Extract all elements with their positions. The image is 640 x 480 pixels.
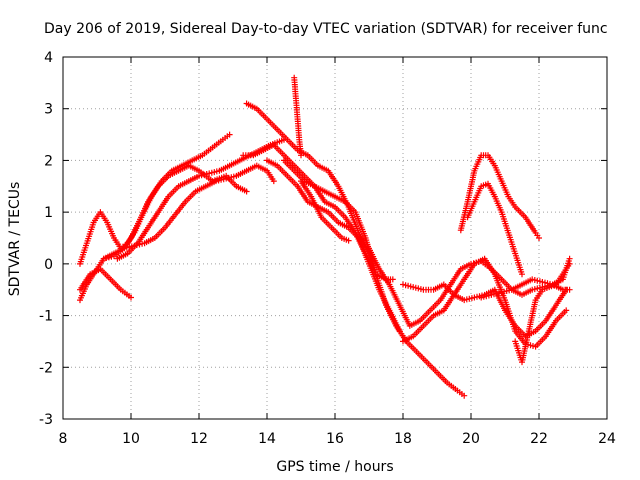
data-point-markers <box>264 157 403 335</box>
x-tick-label: 12 <box>190 431 208 447</box>
x-tick-label: 22 <box>530 431 548 447</box>
y-tick-label: 4 <box>44 50 53 66</box>
series-track-11 <box>291 74 304 159</box>
chart-title: Day 206 of 2019, Sidereal Day-to-day VTE… <box>44 21 608 37</box>
series-track-16 <box>464 180 525 278</box>
series-track-14 <box>400 255 570 350</box>
data-point-markers <box>100 162 277 262</box>
data-point-markers <box>291 74 304 159</box>
x-tick-label: 24 <box>598 431 616 447</box>
x-tick-label: 16 <box>326 431 344 447</box>
y-tick-label: -1 <box>39 309 53 325</box>
y-tick-label: 1 <box>44 205 53 221</box>
data-point-markers <box>400 255 570 350</box>
series-track-9 <box>298 178 352 244</box>
y-axis-label: SDTVAR / TECUs <box>7 182 23 297</box>
series-track-17 <box>512 260 573 366</box>
series-track-6 <box>243 100 379 278</box>
series-track-18 <box>478 276 573 301</box>
series-track-5 <box>100 162 277 262</box>
y-tick-label: 0 <box>44 257 53 273</box>
x-axis-label: GPS time / hours <box>276 459 393 475</box>
y-tick-label: -3 <box>39 412 53 428</box>
data-point-markers <box>478 276 573 301</box>
series-track-2 <box>77 266 134 301</box>
data-point-markers <box>512 260 573 366</box>
data-point-markers <box>298 178 352 244</box>
y-tick-label: 2 <box>44 153 53 169</box>
x-tick-label: 8 <box>59 431 68 447</box>
x-tick-label: 14 <box>258 431 276 447</box>
data-point-markers <box>400 281 570 340</box>
x-tick-label: 18 <box>394 431 412 447</box>
plot-frame <box>62 56 608 420</box>
series-track-15 <box>457 152 542 241</box>
y-tick-label: -2 <box>39 360 53 376</box>
data-point-markers <box>366 245 573 329</box>
x-tick-label: 20 <box>462 431 480 447</box>
x-tick-label: 10 <box>122 431 140 447</box>
series-track-8 <box>264 157 403 335</box>
series-track-12 <box>366 245 573 329</box>
y-tick-label: 3 <box>44 102 53 118</box>
data-point-markers <box>457 152 542 241</box>
data-point-markers <box>77 266 134 301</box>
data-point-markers <box>464 180 525 278</box>
data-point-markers <box>243 100 379 278</box>
data-marks <box>77 74 573 399</box>
series-track-13 <box>400 281 570 340</box>
